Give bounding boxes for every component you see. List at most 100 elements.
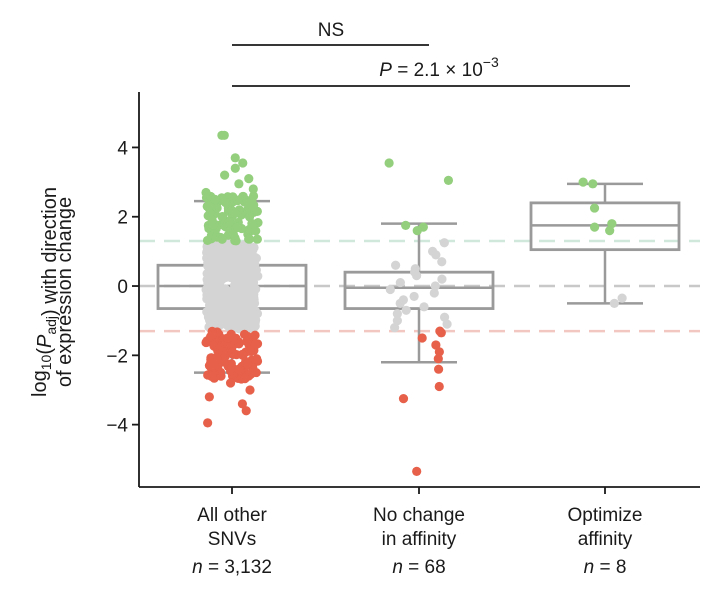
data-point	[203, 418, 213, 428]
data-point	[203, 279, 214, 289]
data-point	[228, 315, 238, 325]
data-point	[219, 130, 229, 140]
data-point	[238, 350, 248, 360]
data-point	[208, 290, 218, 300]
data-point	[605, 225, 615, 236]
data-point	[230, 208, 240, 218]
data-point	[244, 174, 254, 184]
data-point	[251, 226, 261, 236]
x-category-n: n = 3,132	[192, 557, 272, 578]
data-point	[215, 248, 225, 258]
points-group-2	[578, 177, 627, 308]
data-point	[412, 271, 422, 281]
data-point	[419, 302, 429, 312]
data-point	[206, 357, 216, 367]
y-axis-label-line2: of expression change	[54, 197, 76, 387]
y-tick-label: 2	[117, 208, 128, 229]
data-point	[248, 191, 259, 201]
x-category-label: affinity	[578, 529, 633, 550]
data-point	[250, 340, 261, 350]
x-category-n: n = 8	[584, 557, 627, 578]
data-point	[214, 260, 224, 270]
data-point	[385, 284, 395, 295]
data-point	[251, 271, 261, 281]
y-tick-label: 0	[117, 277, 128, 298]
data-point	[234, 364, 244, 374]
data-point	[248, 184, 258, 194]
data-point	[409, 291, 419, 302]
data-point	[390, 323, 400, 333]
data-point	[220, 197, 231, 208]
x-category-n: n = 68	[392, 557, 445, 578]
data-point	[398, 394, 409, 404]
data-point	[390, 260, 401, 270]
data-point	[237, 399, 247, 409]
box-plots	[156, 182, 681, 374]
data-point	[221, 255, 231, 266]
axes: 4 2 0 −2 −4	[106, 92, 700, 494]
data-point	[217, 212, 227, 222]
data-point	[429, 288, 439, 298]
data-point	[227, 347, 237, 357]
data-point	[211, 306, 221, 317]
data-point	[241, 406, 251, 416]
x-category-label: Optimize	[568, 505, 643, 526]
data-point	[228, 192, 238, 202]
data-point	[206, 371, 217, 381]
data-point	[433, 354, 443, 364]
data-point	[234, 179, 244, 189]
data-point	[223, 271, 233, 281]
data-point	[588, 179, 598, 189]
data-point	[246, 369, 256, 379]
data-point	[437, 257, 447, 267]
data-point	[202, 201, 212, 211]
y-tick-label: −2	[106, 346, 128, 367]
data-point	[578, 177, 588, 187]
x-category-label: in affinity	[382, 529, 457, 550]
data-point	[434, 347, 444, 357]
data-point	[245, 385, 255, 395]
x-category-label: SNVs	[208, 529, 257, 550]
data-point	[589, 203, 600, 213]
data-point	[240, 259, 250, 270]
data-point	[242, 359, 252, 369]
data-point	[412, 225, 422, 236]
data-point	[392, 309, 402, 319]
data-point	[617, 293, 627, 303]
data-point	[434, 381, 444, 392]
data-point	[218, 347, 228, 357]
data-point	[217, 234, 227, 244]
data-point	[237, 297, 247, 307]
data-point	[431, 250, 441, 260]
data-point	[245, 346, 255, 356]
x-category-label: All other	[197, 505, 267, 526]
data-point	[443, 175, 454, 185]
data-point	[223, 333, 233, 343]
data-point	[242, 303, 252, 314]
data-point	[242, 336, 252, 347]
data-point	[607, 219, 617, 229]
data-point	[207, 215, 217, 225]
data-point	[434, 364, 444, 374]
data-point	[442, 319, 452, 329]
data-point	[395, 298, 405, 308]
data-point	[252, 234, 262, 244]
data-point	[208, 329, 218, 340]
labels: All other SNVs n = 3,132 No change in affini…	[29, 187, 642, 578]
data-point	[247, 262, 257, 272]
data-point	[201, 187, 211, 198]
data-point	[210, 194, 220, 205]
y-axis-label-line1: log10(Padj) with direction	[29, 187, 61, 397]
y-tick-label: 4	[117, 138, 128, 159]
data-point	[437, 274, 447, 284]
data-point	[230, 153, 240, 163]
data-point	[224, 294, 234, 304]
data-point	[228, 229, 238, 239]
box-group-2	[529, 182, 681, 305]
points-group-0	[201, 130, 263, 428]
data-point	[213, 278, 223, 288]
data-point	[439, 312, 450, 322]
data-point	[247, 219, 257, 229]
data-point	[436, 328, 446, 338]
